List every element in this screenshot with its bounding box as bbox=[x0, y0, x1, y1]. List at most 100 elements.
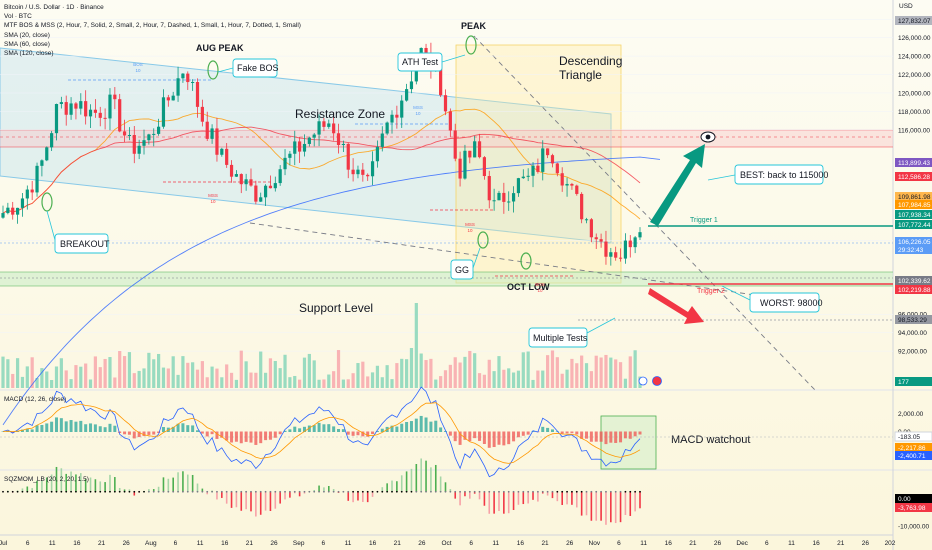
candle-body bbox=[594, 237, 598, 240]
candle-body bbox=[147, 134, 151, 141]
sqzmom-dot bbox=[245, 490, 248, 493]
macd-watchout-label: MACD watchout bbox=[671, 434, 750, 446]
sqzmom-dot bbox=[177, 490, 179, 493]
macd-hist-bar bbox=[380, 428, 384, 432]
volume-bar bbox=[336, 350, 341, 388]
time-tick: 11 bbox=[197, 540, 204, 547]
volume-bar bbox=[419, 353, 423, 388]
macd-hist-bar bbox=[414, 418, 418, 432]
macd-hist-bar bbox=[254, 431, 258, 445]
candle-body bbox=[122, 131, 127, 136]
price-tick: 116,000.00 bbox=[898, 127, 930, 134]
macd-hist-bar bbox=[628, 431, 632, 439]
macd-hist-bar bbox=[147, 431, 151, 435]
candle-body bbox=[118, 99, 122, 132]
symbol-title[interactable]: Bitcoin / U.S. Dollar · 1D · Binance bbox=[4, 4, 104, 11]
sqzmom-dot bbox=[371, 490, 374, 493]
candle-body bbox=[50, 133, 54, 148]
breakout-label: BREAKOUT bbox=[60, 239, 110, 249]
volume-bar bbox=[351, 373, 355, 388]
resistance-zone-label: Resistance Zone bbox=[295, 107, 385, 121]
macd-hist-bar bbox=[288, 429, 292, 432]
candle-body bbox=[288, 153, 292, 158]
volume-bar bbox=[54, 366, 59, 388]
macd-hist-bar bbox=[64, 421, 68, 432]
candle-body bbox=[409, 81, 414, 90]
macd-hist-bar bbox=[487, 431, 491, 448]
macd-hist-bar bbox=[69, 420, 73, 432]
sqzmom-dot bbox=[352, 490, 355, 493]
candle-body bbox=[108, 94, 112, 119]
time-tick: 6 bbox=[617, 540, 621, 547]
macd-hist-bar bbox=[171, 426, 175, 432]
indicator-vol[interactable]: Vol · BTC bbox=[4, 13, 32, 21]
volume-bar bbox=[88, 379, 93, 388]
sqzmom-dot bbox=[104, 490, 107, 493]
sqzmom-dot bbox=[512, 490, 515, 493]
macd-hist-bar bbox=[604, 431, 608, 445]
volume-bar bbox=[502, 369, 506, 388]
macd-hist-bar bbox=[614, 431, 618, 443]
candle-body bbox=[103, 117, 107, 119]
macd-hist-bar bbox=[89, 423, 93, 432]
macd-label[interactable]: MACD (12, 26, close) bbox=[4, 396, 67, 403]
volume-bar bbox=[118, 351, 122, 388]
sqzmom-dot bbox=[634, 490, 637, 493]
sqzmom-dot bbox=[118, 490, 121, 493]
sqzmom-dot bbox=[79, 490, 82, 493]
sma-line bbox=[2, 126, 641, 214]
price-badge-text: 29:32:43 bbox=[898, 247, 924, 254]
indicator-sma20[interactable]: SMA (20, close) bbox=[4, 31, 50, 39]
sqzmom-dot bbox=[201, 490, 204, 493]
volume-bar bbox=[142, 368, 146, 388]
candle-body bbox=[317, 121, 321, 135]
price-badge bbox=[895, 377, 932, 386]
price-badge-text: 177 bbox=[898, 379, 909, 386]
sqzmom-dot bbox=[517, 490, 520, 493]
sqzmom-dot bbox=[298, 490, 301, 493]
candle-body bbox=[575, 185, 579, 194]
volume-bar bbox=[497, 356, 501, 388]
volume-bar bbox=[594, 355, 598, 388]
sqzmom-dot bbox=[546, 490, 549, 493]
candle-body bbox=[64, 102, 68, 115]
volume-bar bbox=[244, 361, 248, 388]
candle-body bbox=[157, 126, 161, 134]
candle-body bbox=[30, 189, 34, 193]
sqzmom-dot bbox=[172, 490, 175, 493]
macd-hist-bar bbox=[395, 426, 399, 432]
sqzmom-dot bbox=[619, 490, 622, 493]
sqzmom-dot bbox=[361, 490, 364, 493]
candle-body bbox=[536, 165, 540, 172]
price-badge bbox=[895, 237, 932, 246]
sqzmom-dot bbox=[21, 490, 24, 493]
indicator-sma120[interactable]: SMA (120, close) bbox=[4, 50, 54, 58]
indicator-mtf[interactable]: MTF BOS & MSS (2, Hour, 7, Solid, 2, Sma… bbox=[4, 22, 301, 30]
macd-hist-bar bbox=[482, 431, 486, 445]
macd-hist-bar bbox=[278, 431, 282, 435]
candle-body bbox=[98, 112, 102, 118]
candle-body bbox=[234, 174, 239, 177]
price-badge bbox=[895, 210, 932, 219]
sqzmom-label[interactable]: SQZMOM_LB (20, 2, 20, 1.5) bbox=[4, 476, 89, 483]
macd-hist-bar bbox=[225, 431, 229, 441]
macd-hist-bar bbox=[361, 431, 365, 437]
candle-body bbox=[244, 179, 248, 185]
sqzmom-dot bbox=[386, 490, 389, 493]
volume-bar bbox=[64, 370, 68, 388]
volume-bar bbox=[584, 363, 589, 388]
macd-hist-bar bbox=[575, 431, 579, 435]
indicator-sma60[interactable]: SMA (60, close) bbox=[4, 40, 50, 48]
candle-body bbox=[550, 155, 555, 164]
triangle-hypotenuse bbox=[473, 35, 816, 391]
peak-label: PEAK bbox=[461, 21, 487, 31]
sqzmom-dot bbox=[235, 490, 238, 493]
time-tick: 16 bbox=[73, 540, 81, 547]
macd-hist-bar bbox=[186, 425, 190, 432]
macd-hist-bar bbox=[473, 431, 477, 439]
volume-bar bbox=[507, 368, 511, 388]
sqzmom-dot bbox=[381, 490, 384, 493]
price-badge-text: 107,772.44 bbox=[898, 222, 931, 229]
sqzmom-dot bbox=[415, 490, 418, 493]
